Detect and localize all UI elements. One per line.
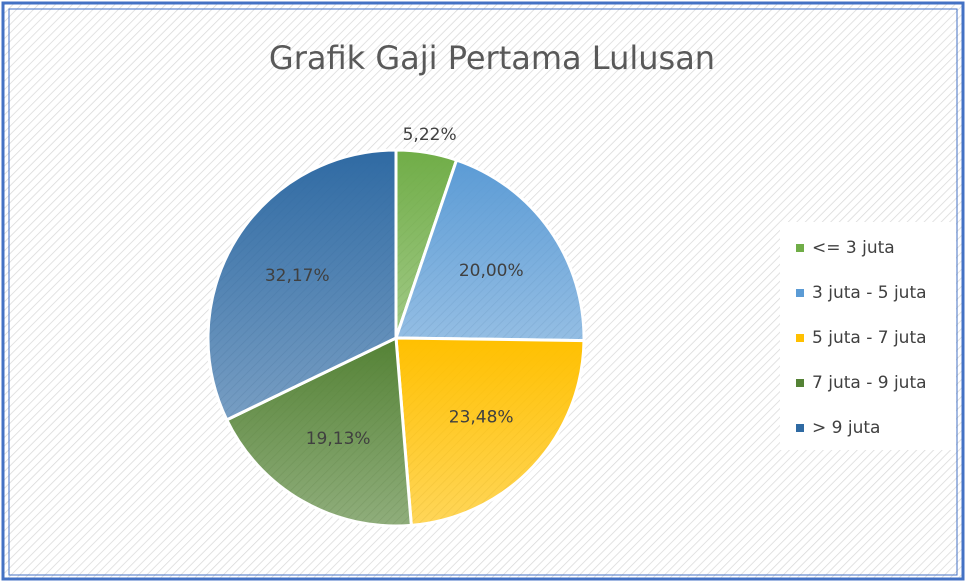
legend-swatch xyxy=(796,334,804,342)
pie-slice xyxy=(206,148,398,422)
data-label: 20,00% xyxy=(459,261,524,281)
legend-swatch xyxy=(796,289,804,297)
legend-label: 7 juta - 9 juta xyxy=(812,373,927,393)
legend-label: 5 juta - 7 juta xyxy=(812,328,927,348)
pie-slice xyxy=(394,336,586,527)
legend-box xyxy=(780,222,956,450)
legend-swatch xyxy=(796,244,804,252)
legend-label: 3 juta - 5 juta xyxy=(812,283,927,303)
data-label: 5,22% xyxy=(403,125,457,145)
pie-slice xyxy=(393,158,586,343)
legend-label: > 9 juta xyxy=(812,418,880,438)
chart-border xyxy=(8,8,958,576)
legend-swatch xyxy=(796,424,804,432)
data-label: 32,17% xyxy=(265,266,330,286)
pie-slice xyxy=(224,335,413,528)
legend-label: <= 3 juta xyxy=(812,238,895,258)
data-label: 19,13% xyxy=(306,429,371,449)
data-label: 23,48% xyxy=(449,408,514,428)
chart-title: Grafik Gaji Pertama Lulusan xyxy=(269,39,715,77)
legend-swatch xyxy=(796,379,804,387)
